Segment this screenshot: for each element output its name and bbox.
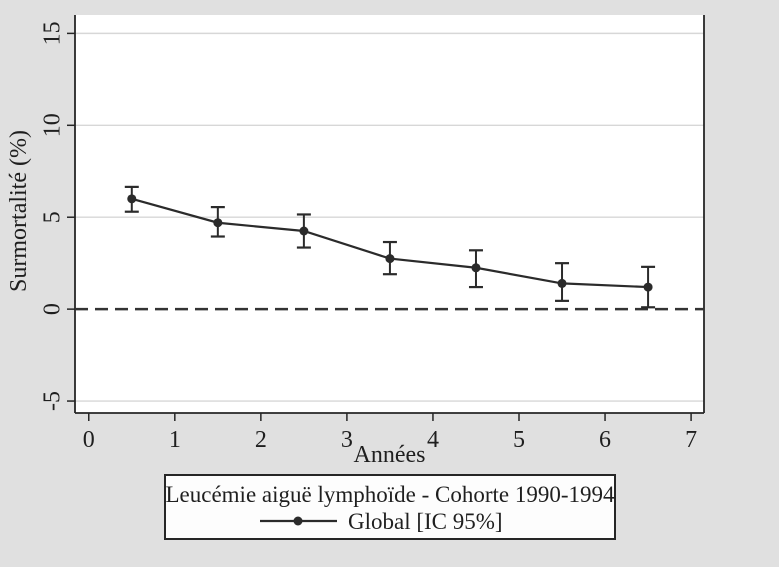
x-tick-label: 1 xyxy=(169,427,181,453)
y-tick-label: -5 xyxy=(40,391,66,411)
series-marker xyxy=(299,226,309,236)
y-tick-label: 5 xyxy=(40,211,66,223)
series-marker xyxy=(127,194,137,204)
series-marker xyxy=(557,278,567,288)
x-tick-label: 5 xyxy=(513,427,525,453)
series-marker xyxy=(643,282,653,292)
legend-marker-dot xyxy=(293,516,303,526)
legend-entry-label: Global [IC 95%] xyxy=(348,509,503,534)
x-tick-label: 2 xyxy=(255,427,267,453)
x-tick-label: 6 xyxy=(599,427,611,453)
x-axis-title: Années xyxy=(354,442,426,468)
series-marker xyxy=(213,218,223,228)
series-marker xyxy=(385,254,395,264)
y-tick-label: 10 xyxy=(40,113,66,137)
x-tick-label: 4 xyxy=(427,427,439,453)
legend-box xyxy=(164,474,616,540)
y-tick-label: 0 xyxy=(40,303,66,315)
legend-title: Leucémie aiguë lymphoïde - Cohorte 1990-… xyxy=(165,482,615,507)
x-tick-label: 7 xyxy=(685,427,697,453)
y-axis-title: Surmortalité (%) xyxy=(6,130,32,292)
series-marker xyxy=(471,263,481,273)
x-tick-label: 3 xyxy=(341,427,353,453)
plot-area xyxy=(75,15,704,413)
y-tick-label: 15 xyxy=(40,21,66,45)
x-tick-label: 0 xyxy=(83,427,95,453)
